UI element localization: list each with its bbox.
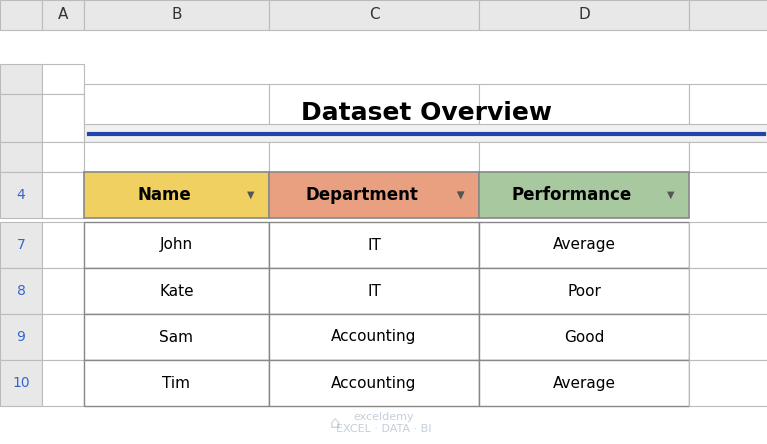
FancyBboxPatch shape — [269, 268, 479, 314]
FancyBboxPatch shape — [479, 84, 689, 124]
Text: Average: Average — [552, 376, 615, 391]
FancyBboxPatch shape — [0, 0, 42, 30]
FancyBboxPatch shape — [269, 84, 479, 124]
Text: Accounting: Accounting — [331, 329, 416, 345]
FancyBboxPatch shape — [42, 172, 84, 218]
FancyBboxPatch shape — [0, 314, 42, 360]
FancyBboxPatch shape — [689, 142, 767, 172]
FancyBboxPatch shape — [84, 84, 269, 124]
Text: ▼: ▼ — [457, 190, 465, 200]
FancyBboxPatch shape — [479, 0, 689, 30]
FancyBboxPatch shape — [689, 360, 767, 406]
FancyBboxPatch shape — [42, 222, 84, 268]
FancyBboxPatch shape — [479, 172, 689, 218]
FancyBboxPatch shape — [84, 94, 767, 142]
FancyBboxPatch shape — [42, 94, 84, 142]
Text: John: John — [160, 238, 193, 253]
FancyBboxPatch shape — [269, 360, 479, 406]
Text: A: A — [58, 8, 68, 23]
FancyBboxPatch shape — [42, 142, 84, 172]
FancyBboxPatch shape — [84, 0, 269, 30]
Text: Sam: Sam — [160, 329, 193, 345]
FancyBboxPatch shape — [689, 0, 767, 30]
Text: 7: 7 — [17, 238, 25, 252]
FancyBboxPatch shape — [479, 142, 689, 172]
Text: exceldemy
EXCEL · DATA · BI: exceldemy EXCEL · DATA · BI — [336, 412, 431, 434]
FancyBboxPatch shape — [269, 172, 479, 218]
Text: 8: 8 — [17, 284, 25, 298]
FancyBboxPatch shape — [269, 0, 479, 30]
Text: IT: IT — [367, 238, 381, 253]
FancyBboxPatch shape — [84, 268, 269, 314]
FancyBboxPatch shape — [42, 268, 84, 314]
Text: C: C — [369, 8, 380, 23]
FancyBboxPatch shape — [84, 360, 269, 406]
Text: Average: Average — [552, 238, 615, 253]
FancyBboxPatch shape — [0, 172, 42, 218]
FancyBboxPatch shape — [689, 222, 767, 268]
FancyBboxPatch shape — [0, 142, 42, 172]
FancyBboxPatch shape — [269, 222, 479, 268]
FancyBboxPatch shape — [42, 314, 84, 360]
FancyBboxPatch shape — [479, 314, 689, 360]
FancyBboxPatch shape — [42, 360, 84, 406]
Text: ▼: ▼ — [247, 190, 255, 200]
Text: D: D — [578, 8, 590, 23]
FancyBboxPatch shape — [269, 142, 479, 172]
FancyBboxPatch shape — [479, 360, 689, 406]
FancyBboxPatch shape — [84, 172, 269, 218]
Text: Performance: Performance — [512, 186, 632, 204]
Text: IT: IT — [367, 284, 381, 298]
FancyBboxPatch shape — [84, 222, 269, 268]
FancyBboxPatch shape — [0, 64, 42, 94]
Text: Accounting: Accounting — [331, 376, 416, 391]
FancyBboxPatch shape — [689, 268, 767, 314]
FancyBboxPatch shape — [84, 142, 269, 172]
Text: Kate: Kate — [160, 284, 194, 298]
FancyBboxPatch shape — [42, 0, 84, 30]
Text: Dataset Overview: Dataset Overview — [301, 101, 552, 125]
FancyBboxPatch shape — [0, 360, 42, 406]
FancyBboxPatch shape — [479, 222, 689, 268]
FancyBboxPatch shape — [689, 314, 767, 360]
Text: Name: Name — [137, 186, 192, 204]
Text: 9: 9 — [17, 330, 25, 344]
Text: ▼: ▼ — [667, 190, 675, 200]
Text: ⌂: ⌂ — [331, 414, 341, 432]
FancyBboxPatch shape — [479, 268, 689, 314]
Text: 10: 10 — [12, 376, 30, 390]
FancyBboxPatch shape — [0, 94, 42, 142]
FancyBboxPatch shape — [42, 64, 84, 94]
FancyBboxPatch shape — [0, 268, 42, 314]
FancyBboxPatch shape — [689, 84, 767, 124]
Text: Good: Good — [564, 329, 604, 345]
Text: B: B — [171, 8, 182, 23]
Text: Tim: Tim — [163, 376, 190, 391]
FancyBboxPatch shape — [84, 314, 269, 360]
FancyBboxPatch shape — [0, 222, 42, 268]
Text: Poor: Poor — [567, 284, 601, 298]
FancyBboxPatch shape — [269, 314, 479, 360]
Text: Department: Department — [305, 186, 419, 204]
Text: 4: 4 — [17, 188, 25, 202]
Text: ▼: ▼ — [457, 190, 465, 200]
